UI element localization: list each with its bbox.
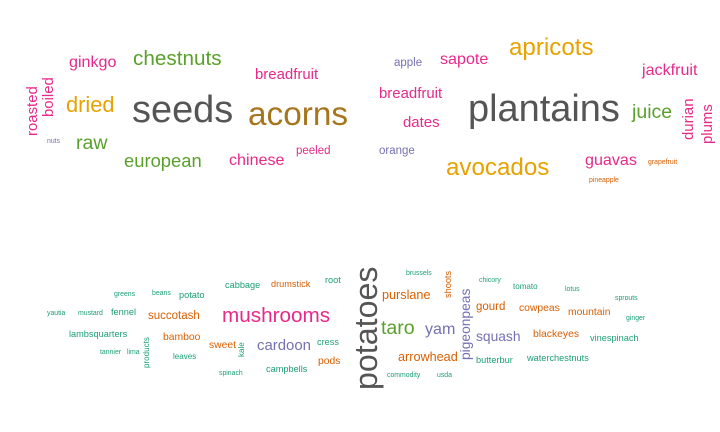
cloud-word: kale xyxy=(237,342,246,357)
cloud-word: greens xyxy=(114,291,136,298)
cloud-word: tannier xyxy=(100,349,122,356)
cloud-word: cardoon xyxy=(257,337,311,354)
cloud-word: drumstick xyxy=(271,279,311,289)
cloud-word: pods xyxy=(318,356,341,367)
cloud-word: tomato xyxy=(513,282,538,291)
cloud-word: plums xyxy=(699,104,716,144)
cloud-word: mushrooms xyxy=(222,304,331,327)
cloud-word: european xyxy=(124,150,202,171)
cloud-word: butterbur xyxy=(476,355,513,365)
cloud-word: plantains xyxy=(468,88,620,130)
cloud-word: yam xyxy=(425,320,456,338)
cloud-word: raw xyxy=(76,132,108,154)
cloud-word: beans xyxy=(152,290,171,297)
cloud-word: yautia xyxy=(47,310,66,317)
cloud-word: commodity xyxy=(387,372,421,379)
cloud-word: fennel xyxy=(111,307,137,317)
cloud-word: avocados xyxy=(446,154,550,181)
cloud-word: chicory xyxy=(479,277,501,284)
cloud-word: pigeonpeas xyxy=(458,288,473,360)
cloud-word: brussels xyxy=(406,270,432,277)
cloud-word: pineapple xyxy=(589,177,619,184)
cloud-word: sapote xyxy=(440,50,489,68)
cloud-word: guavas xyxy=(585,151,637,169)
cloud-word: campbells xyxy=(266,364,308,374)
cloud-word: blackeyes xyxy=(533,329,579,340)
cloud-word: acorns xyxy=(248,96,349,133)
cloud-word: jackfruit xyxy=(642,61,698,79)
cloud-word: mustard xyxy=(78,310,103,317)
cloud-word: peeled xyxy=(296,145,331,157)
cloud-word: leaves xyxy=(173,352,197,361)
cloud-word: gourd xyxy=(476,301,506,313)
cloud-word: lambsquarters xyxy=(69,329,128,339)
cloud-word: spinach xyxy=(219,370,243,377)
cloud-word: orange xyxy=(379,145,415,157)
cloud-word: shoots xyxy=(443,270,453,298)
cloud-word: apple xyxy=(394,57,423,69)
cloud-word: mountain xyxy=(568,307,611,318)
cloud-word: cabbage xyxy=(225,280,261,290)
cloud-word: taro xyxy=(381,317,415,339)
cloud-word: lima xyxy=(127,349,140,356)
cloud-word: boiled xyxy=(40,77,57,117)
cloud-word: apricots xyxy=(509,34,594,61)
cloud-word: arrowhead xyxy=(398,350,458,364)
cloud-word: potato xyxy=(179,290,205,300)
cloud-word: cress xyxy=(317,337,339,347)
cloud-word: root xyxy=(325,275,341,285)
cloud-word: cowpeas xyxy=(519,303,560,314)
cloud-word: potatoes xyxy=(348,266,384,391)
cloud-word: dried xyxy=(66,92,115,117)
cloud-word: products xyxy=(142,337,151,368)
cloud-word: usda xyxy=(437,372,452,379)
cloud-word: roasted xyxy=(24,86,41,136)
cloud-word: lotus xyxy=(565,286,580,293)
cloud-word: dates xyxy=(403,114,440,131)
cloud-word: vinespinach xyxy=(590,333,639,343)
cloud-word: ginger xyxy=(626,315,646,322)
cloud-word: sprouts xyxy=(615,295,638,302)
cloud-word: seeds xyxy=(132,89,234,131)
cloud-word: sweet xyxy=(209,340,237,351)
cloud-word: waterchestnuts xyxy=(527,353,589,363)
cloud-word: grapefruit xyxy=(648,159,678,166)
cloud-word: succotash xyxy=(148,310,200,322)
cloud-word: ginkgo xyxy=(69,53,117,71)
cloud-word: chestnuts xyxy=(133,47,222,70)
cloud-word: squash xyxy=(476,329,521,344)
cloud-word: breadfruit xyxy=(379,85,443,102)
cloud-word: breadfruit xyxy=(255,66,319,83)
cloud-word: purslane xyxy=(382,288,431,302)
cloud-word: nuts xyxy=(47,138,61,145)
cloud-word: bamboo xyxy=(163,332,201,343)
cloud-word: juice xyxy=(632,101,673,123)
cloud-word: durian xyxy=(680,98,697,140)
cloud-word: chinese xyxy=(229,151,285,169)
